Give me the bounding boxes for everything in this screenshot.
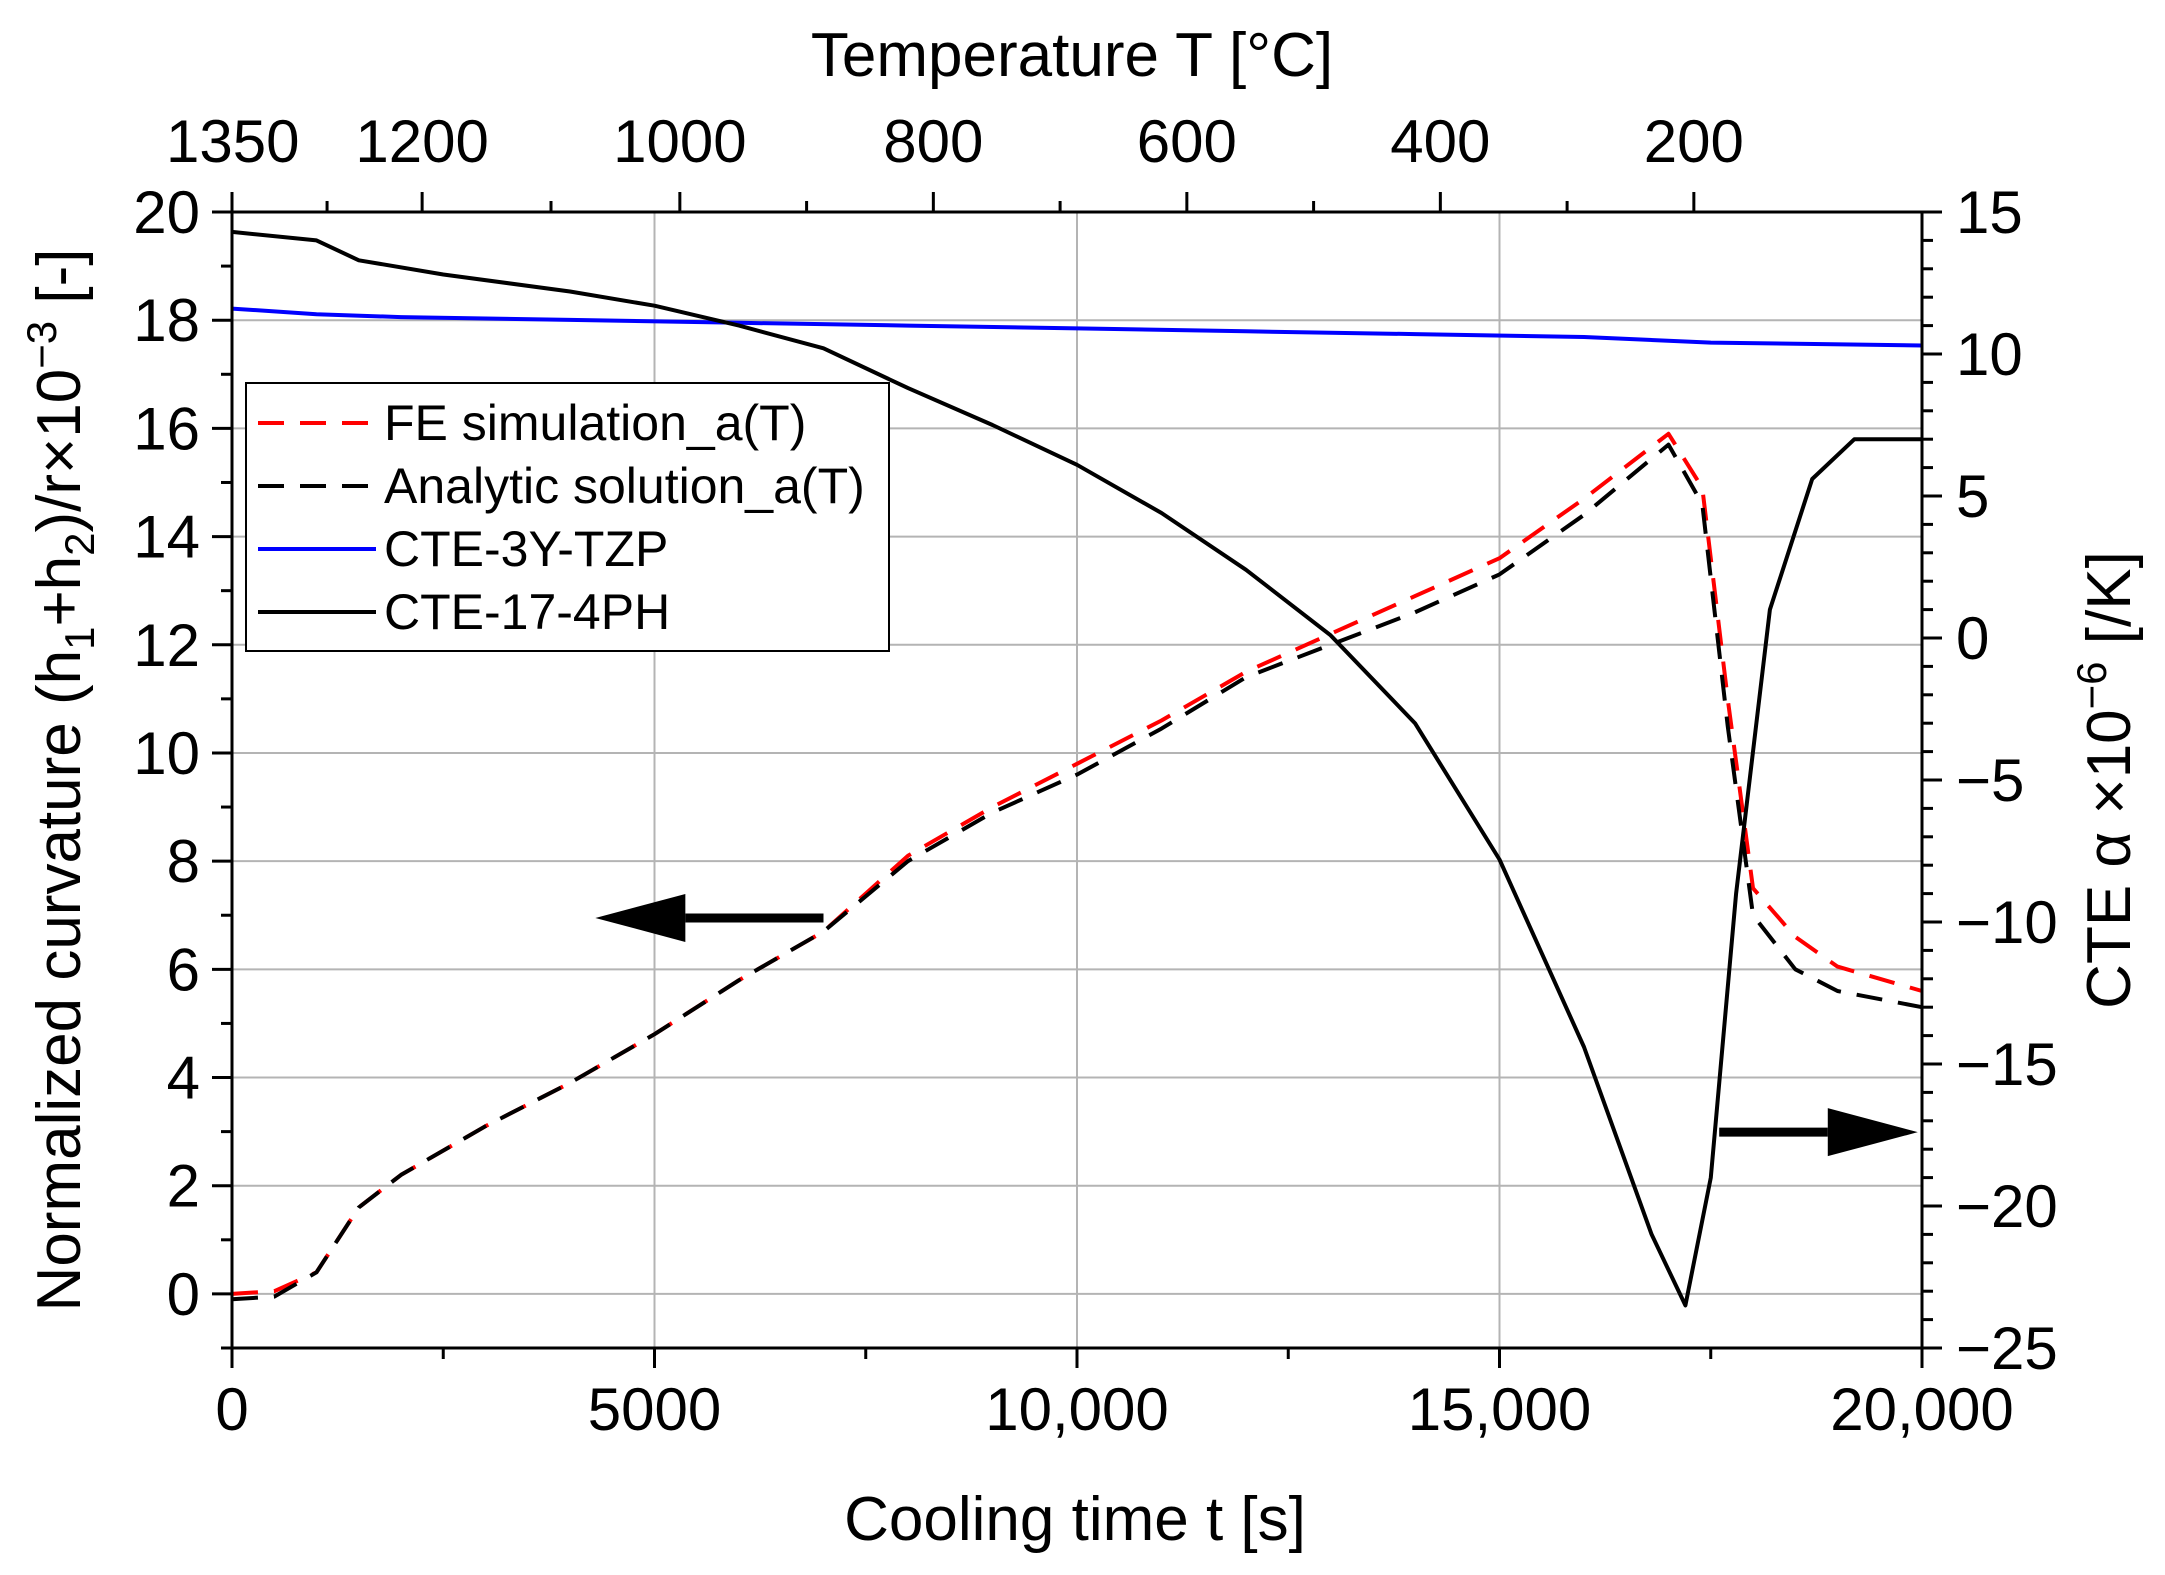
y-left-tick-label: 2 <box>167 1153 200 1220</box>
y-right-tick-label: −10 <box>1956 889 2058 956</box>
y-left-tick-label: 14 <box>133 504 200 571</box>
series-line-analytic-solution-a-t- <box>231 442 1923 1302</box>
top-axis-title: Temperature T [°C] <box>811 21 1333 90</box>
y-left-title-sup: −3 <box>18 321 65 369</box>
y-left-tick-label: 6 <box>167 936 200 1003</box>
series-line-cte-17-4ph <box>231 229 1922 1308</box>
y-right-tick-label: −20 <box>1956 1173 2058 1240</box>
y-right-title-end: [/K] <box>2075 551 2144 661</box>
x-tick-label: 10,000 <box>985 1376 1169 1443</box>
y-right-tick-label: −5 <box>1956 747 2024 814</box>
top-tick-label: 200 <box>1644 108 1744 175</box>
legend-box <box>245 382 890 652</box>
arrow-head-right <box>1827 1108 1918 1157</box>
y-left-tick-label: 20 <box>133 179 200 246</box>
y-left-tick-label: 12 <box>133 612 200 679</box>
y-right-title-sup: −6 <box>2068 661 2115 709</box>
annotation-arrows <box>595 893 1918 1157</box>
x-tick-label: 15,000 <box>1408 1376 1592 1443</box>
y-left-title-end: [-] <box>25 249 94 321</box>
series-line-cte-3y-tzp <box>231 306 1923 348</box>
y-left-title-sub2: 2 <box>56 532 103 555</box>
arrow-head-left <box>595 893 686 942</box>
y-right-axis-title: CTE α ×10−6 [/K] <box>2068 551 2144 1009</box>
series-group <box>231 229 1923 1308</box>
legend: FE simulation_a(T) Analytic solution_a(T)… <box>245 382 890 652</box>
y-left-tick-label: 16 <box>133 395 200 462</box>
y-right-tick-label: −15 <box>1956 1031 2058 1098</box>
y-left-axis-title: Normalized curvature (h1+h2)/r×10−3 [-] <box>18 249 103 1312</box>
y-left-title-after: )/r×10 <box>25 369 94 533</box>
y-right-tick-label: −25 <box>1956 1315 2058 1382</box>
y-right-tick-label: 5 <box>1956 463 1989 530</box>
top-tick-label: 1200 <box>355 108 488 175</box>
top-tick-label: 400 <box>1390 108 1490 175</box>
axis-ticks: 0 5000 10,000 15,000 20,000 0 2 4 6 8 10 12 14 16 18 20… <box>133 108 2058 1443</box>
legend-label: CTE-17-4PH <box>384 584 670 640</box>
legend-label: FE simulation_a(T) <box>384 395 806 451</box>
x-tick-label: 0 <box>215 1376 248 1443</box>
x-tick-label: 5000 <box>588 1376 721 1443</box>
y-right-tick-label: 15 <box>1956 179 2023 246</box>
top-tick-label: 1350 <box>166 108 299 175</box>
x-tick-label: 20,000 <box>1830 1376 2014 1443</box>
y-left-tick-label: 8 <box>167 828 200 895</box>
y-left-tick-label: 10 <box>133 720 200 787</box>
legend-label: Analytic solution_a(T) <box>384 458 865 514</box>
y-right-title-main: CTE α ×10 <box>2075 709 2144 1008</box>
y-right-tick-label: 0 <box>1956 605 1989 672</box>
legend-label: CTE-3Y-TZP <box>384 521 668 577</box>
y-left-title-main: Normalized curvature (h <box>25 650 94 1312</box>
y-left-title-sub1: 1 <box>56 627 103 650</box>
series-line-fe-simulation-a-t- <box>231 431 1923 1296</box>
y-left-tick-label: 4 <box>167 1045 200 1112</box>
x-axis-title: Cooling time t [s] <box>844 1485 1306 1554</box>
y-left-tick-label: 18 <box>133 287 200 354</box>
y-left-title-mid: +h <box>25 556 94 627</box>
top-tick-label: 800 <box>883 108 983 175</box>
top-tick-label: 600 <box>1137 108 1237 175</box>
y-right-tick-label: 10 <box>1956 321 2023 388</box>
y-left-tick-label: 0 <box>167 1261 200 1328</box>
top-tick-label: 1000 <box>613 108 746 175</box>
